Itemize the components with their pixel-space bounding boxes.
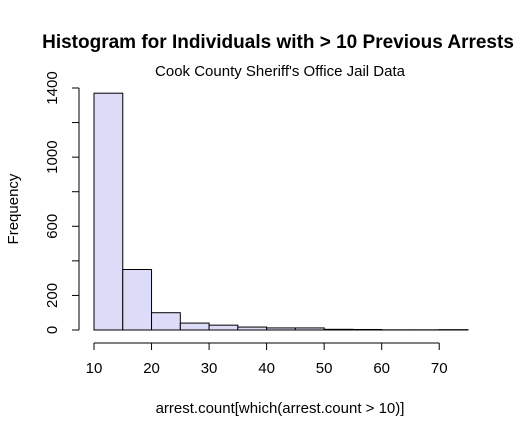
y-tick-label: 0 — [44, 326, 61, 334]
y-tick-label: 1400 — [44, 71, 61, 104]
x-tick-label: 20 — [143, 360, 160, 377]
y-tick-label: 1000 — [44, 140, 61, 173]
x-tick-label: 30 — [201, 360, 218, 377]
y-tick-label: 600 — [44, 214, 61, 239]
x-tick-label: 70 — [431, 360, 448, 377]
histogram-bar — [151, 312, 181, 331]
histogram-bar — [266, 327, 296, 331]
histogram-bar — [237, 326, 268, 331]
x-tick-label: 60 — [373, 360, 390, 377]
x-axis-label: arrest.count[which(arrest.count > 10)] — [156, 400, 405, 417]
histogram-bar — [294, 327, 325, 331]
y-tick-label: 200 — [44, 283, 61, 308]
histogram-bar — [122, 269, 153, 331]
x-axis: 10 20 30 40 50 60 70 — [86, 342, 448, 377]
histogram-bar — [208, 324, 239, 331]
histogram-bar — [323, 328, 354, 331]
histogram-bar — [352, 328, 383, 331]
histogram-bar — [93, 92, 124, 331]
y-axis: 0 200 600 1000 1400 — [44, 71, 80, 334]
chart-subtitle: Cook County Sheriff's Office Jail Data — [155, 63, 406, 80]
x-tick-label: 50 — [316, 360, 333, 377]
chart-title: Histogram for Individuals with > 10 Prev… — [42, 32, 514, 53]
x-tick-label: 10 — [86, 360, 103, 377]
y-axis-label: Frequency — [5, 173, 22, 244]
x-tick-label: 40 — [258, 360, 275, 377]
histogram-bar — [179, 322, 210, 331]
bars-group — [93, 92, 469, 331]
